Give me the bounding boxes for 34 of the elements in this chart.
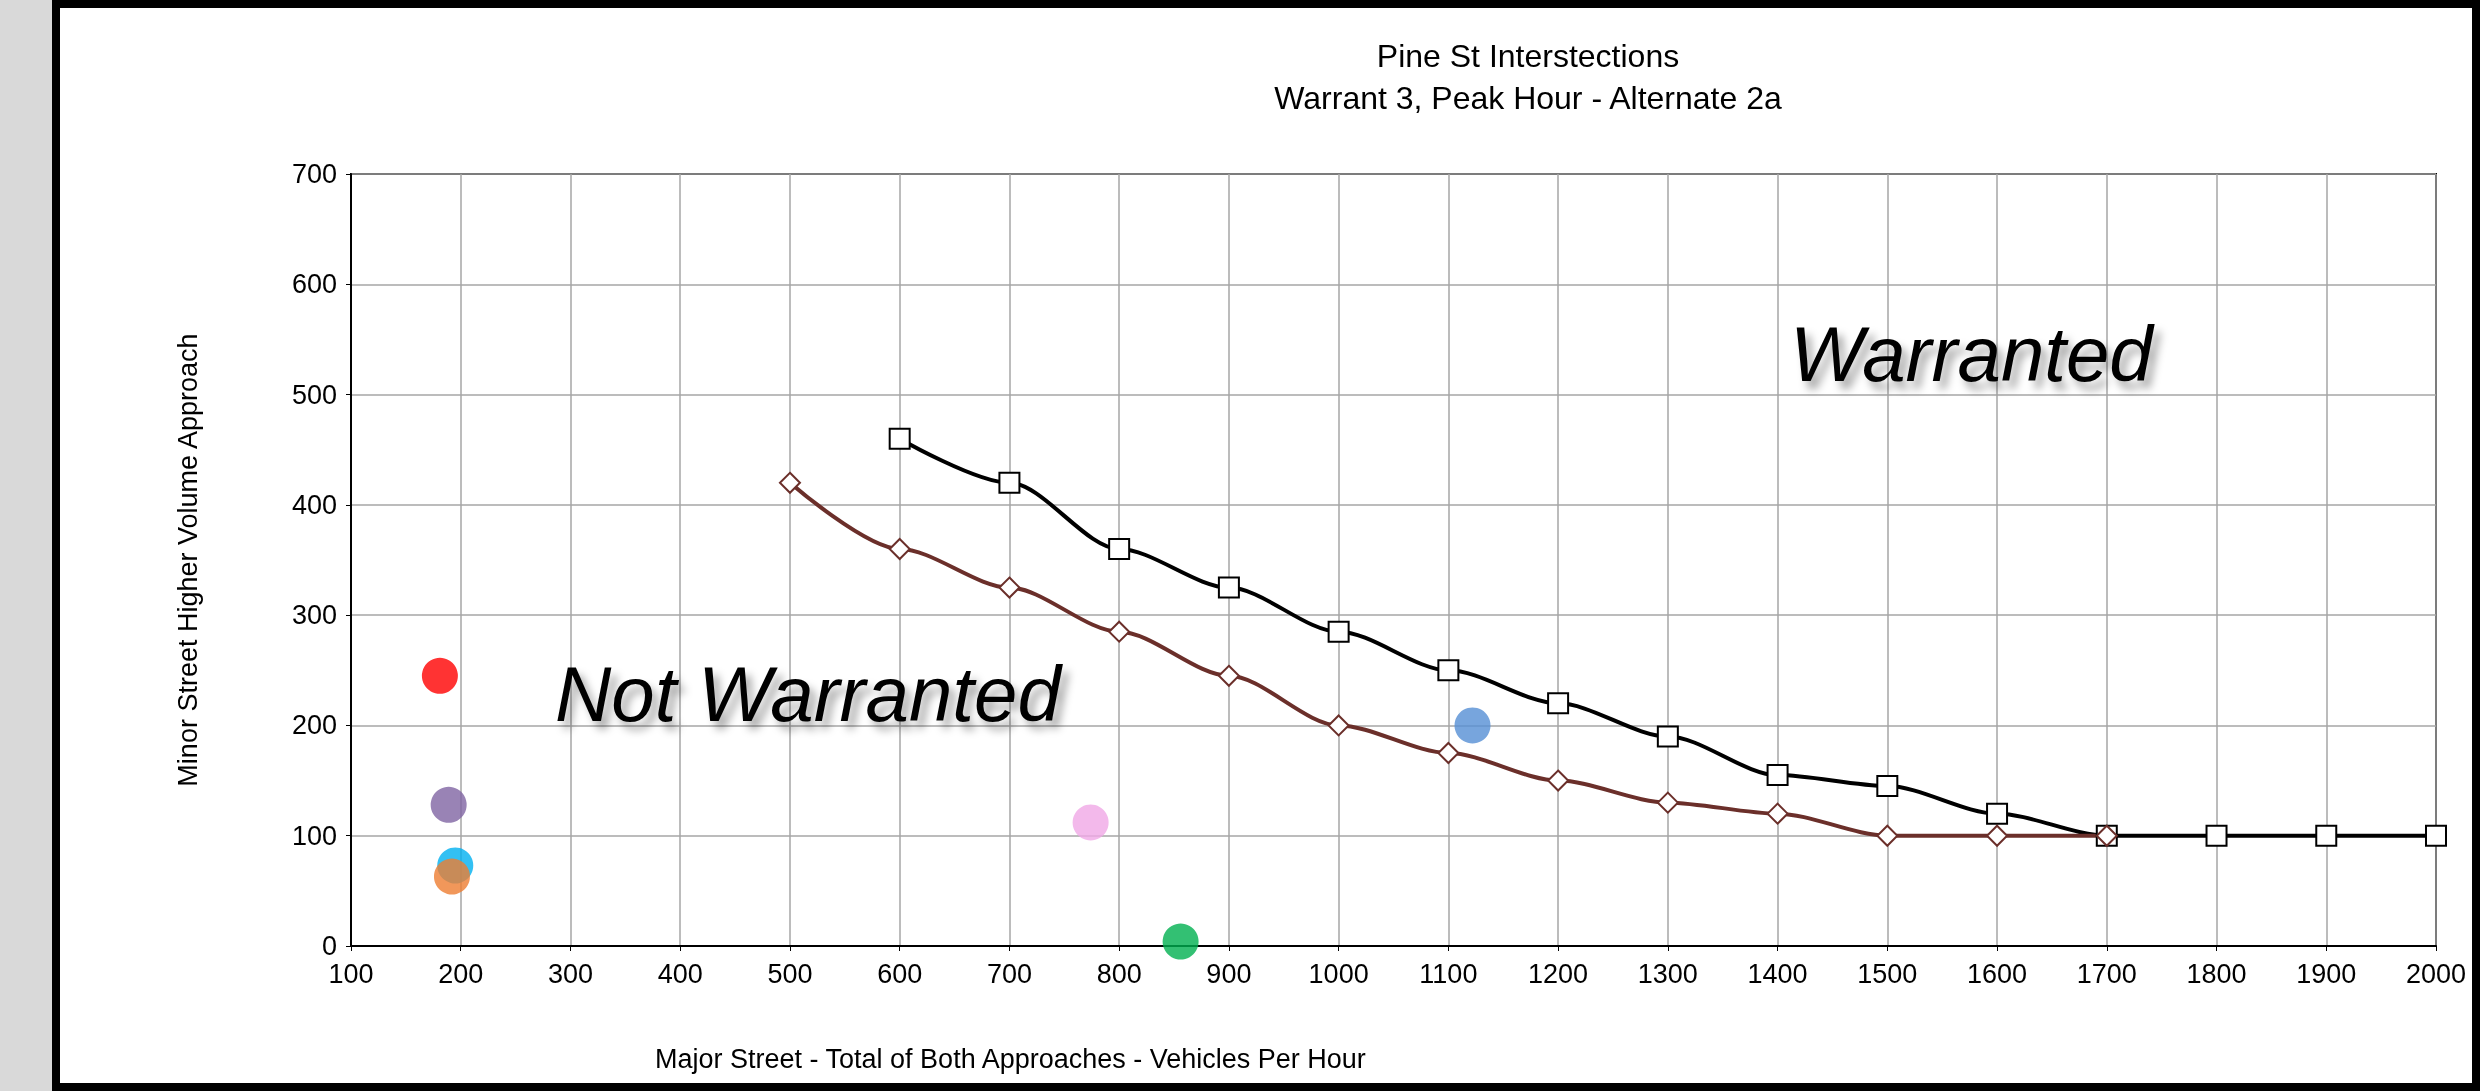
x-tick-label: 1800: [2186, 958, 2247, 989]
x-tick-label: 1300: [1637, 958, 1698, 989]
x-tick-label: 200: [438, 958, 484, 989]
y-tick-label: 0: [321, 931, 337, 961]
y-tick-label: 700: [291, 159, 337, 189]
annotation: Not Warranted: [555, 650, 1064, 738]
annotation: Warranted: [1790, 310, 2156, 398]
x-tick-label: 1100: [1419, 958, 1478, 989]
y-axis-title: Minor Street Higher Volume Approach: [172, 333, 203, 787]
x-tick-label: 700: [986, 958, 1032, 989]
x-tick-label: 1200: [1528, 958, 1589, 989]
y-tick-label: 600: [291, 269, 337, 300]
y-tick-label: 500: [291, 379, 337, 410]
x-tick-label: 600: [877, 958, 923, 989]
x-tick-label: 1700: [2076, 958, 2137, 989]
y-tick-label: 300: [291, 600, 337, 631]
x-tick-label: 1000: [1308, 958, 1369, 989]
chart-subtitle: Warrant 3, Peak Hour - Alternate 2a: [1274, 80, 1782, 116]
x-axis-title: Major Street - Total of Both Approaches - Vehicles Per Hour: [655, 1043, 1366, 1074]
x-tick-label: 800: [1096, 958, 1142, 989]
x-tick-label: 1500: [1857, 958, 1918, 989]
x-tick-label: 100: [328, 958, 374, 989]
x-tick-label: 1600: [1967, 958, 2028, 989]
x-tick-label: 2000: [2405, 958, 2467, 989]
x-tick-label: 1400: [1747, 958, 1808, 989]
x-tick-label: 1900: [2296, 958, 2357, 989]
y-tick-label: 400: [291, 489, 337, 520]
y-tick-label: 200: [291, 710, 337, 741]
x-tick-label: 400: [657, 958, 703, 989]
x-tick-label: 300: [547, 958, 593, 989]
y-tick-label: 100: [291, 820, 337, 851]
x-tick-label: 500: [767, 958, 813, 989]
x-tick-label: 900: [1206, 958, 1252, 989]
chart-title: Pine St Interstections: [1376, 38, 1680, 74]
